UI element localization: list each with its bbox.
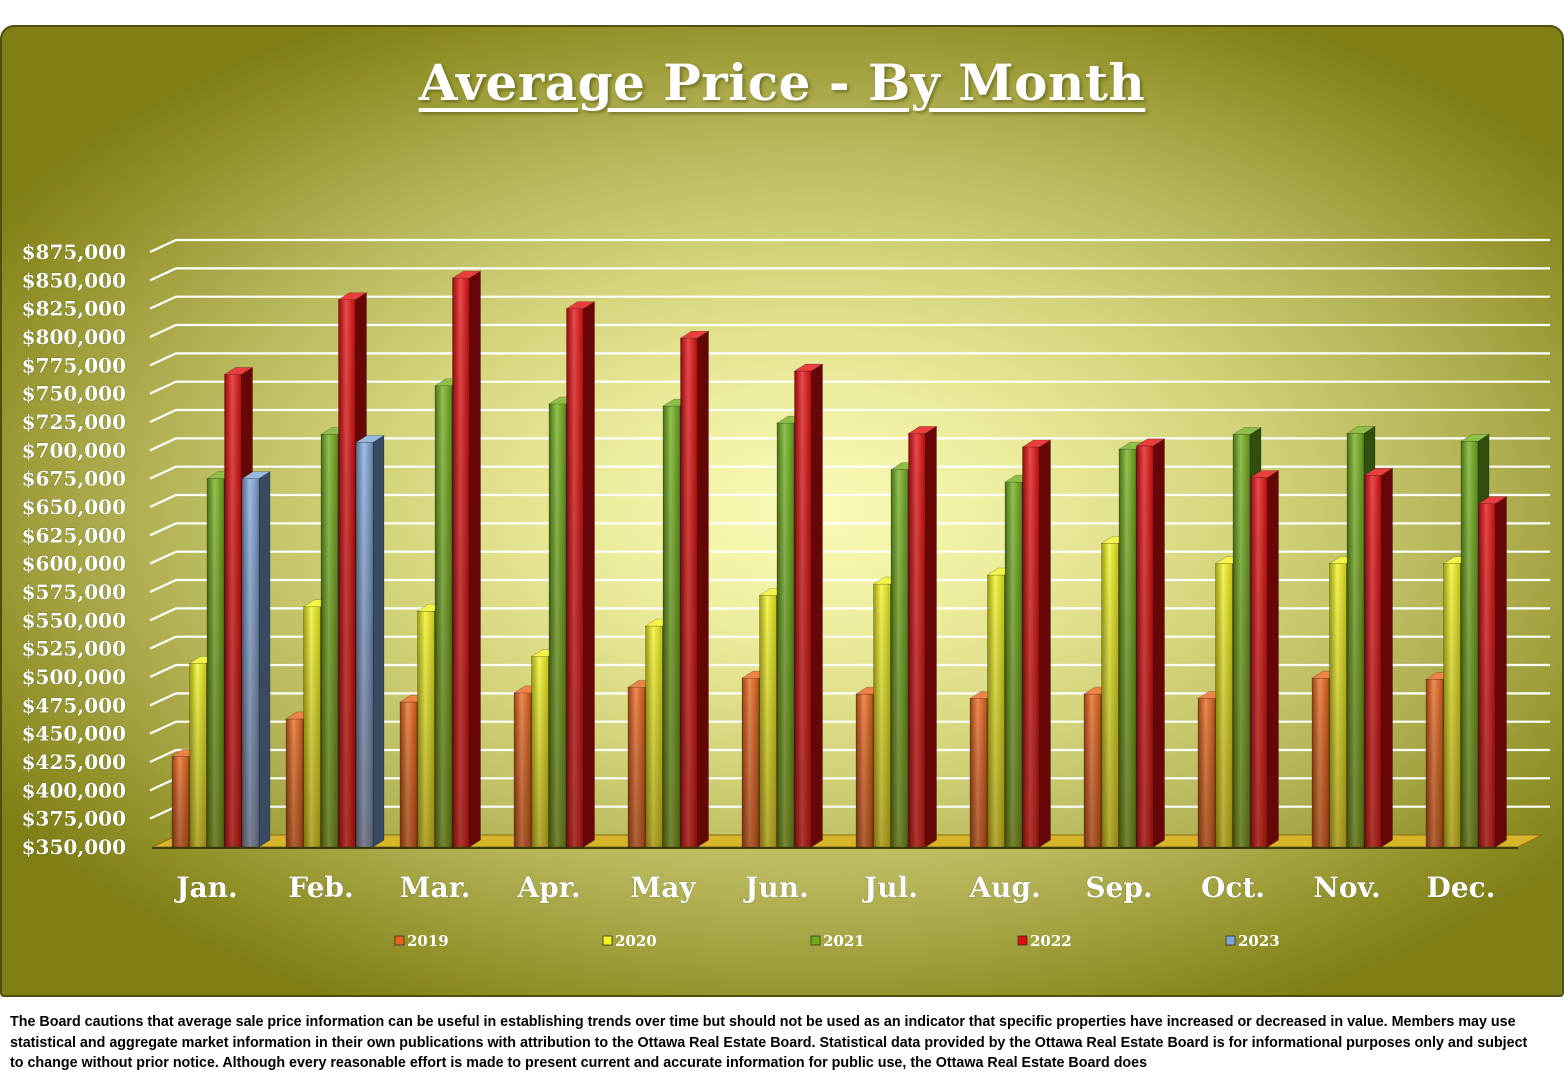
gridline xyxy=(149,267,1550,282)
gridline xyxy=(149,607,1550,622)
y-tick-label: $800,000 xyxy=(22,325,126,349)
gridline xyxy=(149,550,1550,565)
bar-2022-jun xyxy=(793,363,824,848)
gridline xyxy=(149,408,1550,424)
legend-swatch xyxy=(394,935,405,946)
bar-2022-sep xyxy=(1135,438,1166,848)
y-tick-label: $350,000 xyxy=(22,835,126,859)
x-tick-label: Jan. xyxy=(173,871,238,904)
legend: 2019 2020 2021 2022 2023 xyxy=(394,932,1280,950)
y-tick-label: $525,000 xyxy=(22,637,126,661)
y-tick-label: $500,000 xyxy=(22,665,126,689)
gridline xyxy=(149,295,1550,310)
x-tick-label: Aug. xyxy=(968,871,1040,904)
bar-2022-dec xyxy=(1477,496,1508,848)
chart-panel: $350,000 $375,000 $400,000 $425,000 $450,000… xyxy=(0,25,1564,997)
bar-2019-jun xyxy=(740,670,772,848)
y-tick-label: $850,000 xyxy=(22,268,126,292)
legend-item-2023: 2023 xyxy=(1225,932,1280,950)
legend-label: 2023 xyxy=(1238,932,1280,950)
y-tick-label: $650,000 xyxy=(22,495,126,519)
legend-swatch xyxy=(810,935,821,946)
y-tick-label: $400,000 xyxy=(22,778,126,802)
x-tick-label: Sep. xyxy=(1085,871,1152,904)
gridline xyxy=(149,437,1550,452)
gridline xyxy=(149,323,1550,339)
bar-2019-oct xyxy=(1196,690,1228,848)
bar-2022-may xyxy=(679,330,710,848)
chart-title: Average Price - By Month xyxy=(418,53,1146,112)
y-tick-label: $775,000 xyxy=(22,353,126,377)
y-tick-label: $600,000 xyxy=(22,552,126,576)
legend-swatch xyxy=(602,935,613,946)
y-tick-label: $700,000 xyxy=(22,438,126,462)
legend-item-2020: 2020 xyxy=(602,932,657,950)
gridlines xyxy=(149,238,1550,820)
legend-label: 2019 xyxy=(407,932,449,950)
x-tick-label: Jul. xyxy=(861,871,918,904)
x-tick-label: Feb. xyxy=(288,871,354,904)
gridline xyxy=(149,578,1550,594)
y-tick-label: $575,000 xyxy=(22,580,126,604)
y-axis-ticks: $350,000 $375,000 $400,000 $425,000 $450,000… xyxy=(21,240,126,860)
bar-2022-oct xyxy=(1249,469,1280,848)
legend-swatch xyxy=(1225,935,1236,946)
x-tick-label: Dec. xyxy=(1427,871,1496,904)
x-tick-label: May xyxy=(630,871,696,904)
x-tick-label: Mar. xyxy=(399,871,470,904)
y-tick-label: $475,000 xyxy=(22,693,126,717)
legend-item-2019: 2019 xyxy=(394,932,449,950)
bar-2022-nov xyxy=(1363,467,1394,848)
y-tick-label: $450,000 xyxy=(22,722,126,746)
chart-floor xyxy=(151,834,1543,849)
y-tick-label: $725,000 xyxy=(22,410,126,434)
legend-swatch xyxy=(1017,935,1028,946)
y-tick-label: $825,000 xyxy=(22,297,126,321)
legend-item-2021: 2021 xyxy=(810,932,865,950)
y-tick-label: $625,000 xyxy=(22,523,126,547)
y-tick-label: $875,000 xyxy=(22,240,126,264)
bar-2023-jan xyxy=(240,471,272,848)
disclaimer-text: The Board cautions that average sale pri… xyxy=(10,1014,1528,1071)
y-tick-label: $375,000 xyxy=(22,807,126,831)
chart-svg: $350,000 $375,000 $400,000 $425,000 $450,000… xyxy=(21,238,1550,950)
y-tick-label: $675,000 xyxy=(22,467,126,491)
legend-label: 2021 xyxy=(823,932,865,950)
x-tick-label: Apr. xyxy=(516,871,580,904)
gridline xyxy=(149,635,1550,650)
gridline xyxy=(149,493,1550,509)
y-tick-label: $750,000 xyxy=(22,382,126,406)
y-tick-label: $425,000 xyxy=(22,750,126,774)
x-tick-label: Nov. xyxy=(1313,871,1380,904)
legend-item-2022: 2022 xyxy=(1017,932,1072,950)
legend-label: 2020 xyxy=(615,932,657,950)
x-axis-ticks: Jan. Feb. Mar. Apr. May Jun. Jul. Aug. Sep. Oct. N… xyxy=(173,871,1496,905)
gridline xyxy=(149,663,1550,679)
bar-2022-mar xyxy=(451,270,482,848)
legend-label: 2022 xyxy=(1030,932,1072,950)
gridline xyxy=(149,465,1550,480)
bar-2022-aug xyxy=(1021,439,1052,848)
y-tick-label: $550,000 xyxy=(22,608,126,632)
bar-2022-apr xyxy=(565,301,596,848)
gridline xyxy=(149,352,1550,367)
gridline xyxy=(149,522,1550,537)
gridline xyxy=(149,238,1550,254)
gridline xyxy=(149,380,1550,395)
bars xyxy=(170,270,1508,848)
bar-2023-feb xyxy=(354,434,386,848)
x-tick-label: Jun. xyxy=(742,871,809,904)
bar-2022-jul xyxy=(907,425,938,848)
x-tick-label: Oct. xyxy=(1201,871,1265,904)
